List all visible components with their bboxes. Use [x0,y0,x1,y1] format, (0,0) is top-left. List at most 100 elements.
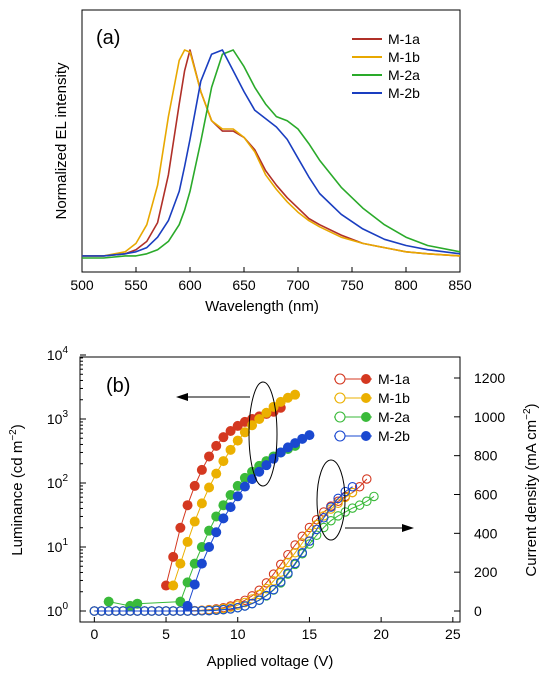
luminance-point-m-1a [196,464,207,475]
panel-b-series [89,389,379,616]
current-point-m-1b [297,538,308,548]
current-point-m-2b [204,605,214,616]
panel-b-xlabel: Applied voltage (V) [207,653,334,670]
luminance-point-m-1b [175,558,186,569]
current-point-m-2b [225,604,236,614]
current-point-m-1b [254,589,264,600]
panel-a-curves [82,49,461,259]
current-point-m-2b [175,606,186,616]
legend-label-m-2a: M-2a [378,409,410,425]
luminance-point-m-1b [182,536,193,547]
panel-b-ylabel-left: Luminance (cd m−2) [8,424,26,555]
panel-b-right-tick-label: 1200 [474,370,505,386]
panel-b-right-tick-label: 0 [474,603,482,619]
series-m-2a [89,440,379,616]
legend-label-m-2b: M-2b [388,85,420,101]
luminance-point-m-2b [182,600,193,611]
current-point-m-2b [168,606,178,616]
current-point-m-2b [125,606,135,616]
panel-a-legend: M-1a M-1b M-2a M-2b [352,31,420,101]
luminance-point-m-1b [204,482,215,493]
series-m-2b [89,430,358,616]
current-point-m-2b [240,601,250,611]
luminance-point-m-2b [189,579,200,590]
legend-label-m-2b: M-2b [378,428,410,444]
panel-a-ylabel: Normalized EL intensity [53,62,70,220]
current-point-m-2b [161,606,171,616]
current-point-m-2b [304,536,315,546]
luminance-point-m-1a [161,580,172,591]
panel-a-x-tick-label: 650 [232,277,256,293]
current-point-m-2b [326,502,336,512]
luminance-point-m-1a [225,425,236,436]
current-point-m-1a [283,549,293,560]
luminance-point-m-1b [254,414,265,424]
luminance-point-m-1b [189,516,200,527]
panel-b-ylabel-right: Current density (mA cm−2) [522,403,540,576]
current-point-m-2a [354,500,365,510]
current-point-m-2b [283,568,293,578]
panel-a-x-tick-label: 700 [286,277,310,293]
current-point-m-2b [146,606,157,616]
current-point-m-2a [319,522,329,533]
legend-filled-marker-m-2a [361,412,371,422]
current-point-m-1a [261,578,272,588]
panel-b-label: (b) [106,375,130,397]
panel-b-x-tick-label: 20 [373,626,389,642]
luminance-point-m-1a [211,440,222,451]
current-point-m-2b [103,606,114,616]
panel-b-left-tick-label: 102 [47,473,69,491]
current-point-m-2a [340,507,351,517]
luminance-point-m-2b [211,527,222,538]
panel-b-annotations [176,381,414,541]
current-point-m-2b [276,577,286,587]
legend-open-marker-m-2b [334,430,346,442]
luminance-point-m-2a [103,596,114,607]
luminance-point-m-2b [232,491,243,502]
luminance-point-m-1b [196,498,207,509]
panel-a-x-tick-label: 600 [178,277,202,293]
spectrum-line-m-2b [82,49,461,257]
current-point-m-1b [283,557,293,568]
luminance-point-m-1a [189,480,200,491]
current-point-m-1a [362,474,372,484]
legend-filled-marker-m-1a [361,374,371,384]
current-point-m-1b [347,487,358,498]
current-point-m-2b [297,547,308,558]
current-point-m-1a [276,559,286,570]
luminance-point-m-1b [211,468,222,479]
luminance-point-m-2b [218,513,229,524]
luminance-point-m-1a [175,522,186,533]
current-point-m-1a [290,540,300,550]
legend-label-m-1a: M-1a [378,371,410,387]
luminance-point-m-2b [204,542,215,552]
legend-open-marker-m-2a [334,411,346,423]
panel-b-x-tick-label: 15 [302,626,318,642]
current-point-m-2a [362,496,372,507]
panel-b-legend: M-1a M-1b M-2a M-2b [334,371,410,444]
luminance-line-m-2b [187,434,310,607]
panel-b-left-tick-label: 101 [47,537,69,555]
legend-label-m-1b: M-1b [388,49,420,65]
current-point-m-2a [369,491,379,502]
luminance-point-m-2b [196,558,207,569]
current-point-m-2a [304,539,315,549]
panel-b-right-tick-label: 600 [474,487,498,503]
luminance-point-m-2a [189,558,200,569]
current-point-m-2a [311,530,322,541]
current-point-m-2b [118,606,128,616]
panel-a-xlabel: Wavelength (nm) [205,298,319,315]
current-line-m-2b [94,486,353,612]
current-point-m-1a [354,481,365,492]
legend-filled-marker-m-1b [361,393,371,403]
panel-a-frame [81,9,461,273]
luminance-point-m-1b [218,456,229,467]
current-point-m-1b [276,567,286,577]
current-point-m-2b [111,606,121,616]
current-point-m-2b [347,481,358,492]
panel-b-left-tick-label: 104 [47,345,69,363]
luminance-point-m-1b [290,389,301,400]
current-group-ellipse [316,459,346,541]
panel-a-x-tick-label: 550 [124,277,148,293]
legend-label-m-2a: M-2a [388,67,420,83]
